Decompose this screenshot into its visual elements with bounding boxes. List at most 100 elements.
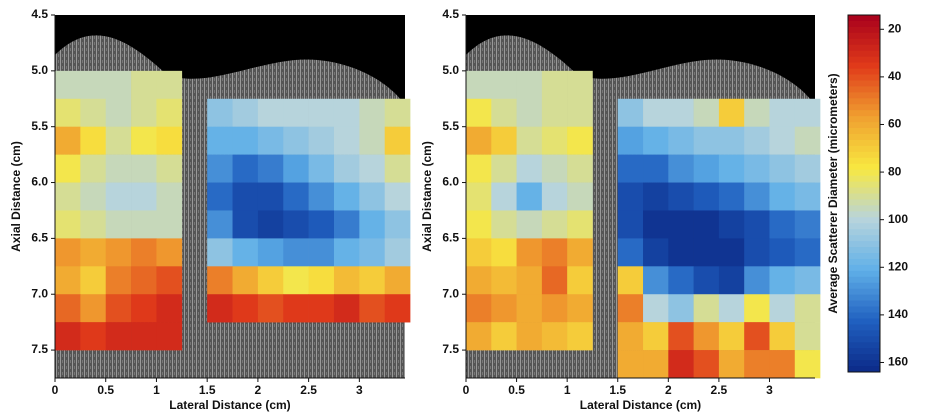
heat-cell <box>333 126 360 155</box>
heat-cell <box>257 126 284 155</box>
heat-cell <box>567 182 593 211</box>
heat-cell <box>105 294 132 323</box>
heat-cell <box>567 70 593 100</box>
x-tick-label: 0.5 <box>508 383 525 397</box>
colorbar-segment <box>848 62 880 70</box>
y-tick-label: 5.5 <box>31 119 48 133</box>
heat-cell <box>617 126 644 155</box>
heat-cell <box>541 294 568 323</box>
heat-cell <box>466 154 492 183</box>
heat-cell <box>105 182 132 211</box>
heat-cell <box>617 210 644 239</box>
heat-cell <box>207 210 233 239</box>
heat-cell <box>466 70 492 100</box>
heat-cell <box>516 210 543 239</box>
heat-cell <box>207 182 233 211</box>
heat-cell <box>232 98 259 127</box>
colorbar-segment <box>848 223 880 230</box>
heat-cell <box>718 266 745 295</box>
heat-cell <box>232 238 259 267</box>
heat-cell <box>80 266 107 295</box>
heat-cell <box>668 294 694 323</box>
x-tick-label: 1.5 <box>609 383 626 397</box>
colorbar-segment <box>848 205 880 212</box>
heat-cell <box>359 238 386 267</box>
heat-cell <box>541 238 568 267</box>
colorbar-segment <box>848 187 880 194</box>
y-axis-label: Axial Distance (cm) <box>420 141 434 252</box>
heat-cell <box>567 238 593 267</box>
heat-cell <box>466 266 492 295</box>
heat-cell <box>55 98 81 127</box>
heat-cell <box>359 126 386 155</box>
colorbar-segment <box>848 193 880 200</box>
heat-cell <box>207 294 233 323</box>
heat-cell <box>105 98 132 127</box>
x-tick-label: 2 <box>255 383 262 397</box>
colorbar-segment <box>848 86 880 93</box>
y-tick-label: 7.0 <box>31 286 48 300</box>
x-tick-label: 2.5 <box>300 383 317 397</box>
heat-cell <box>257 266 284 295</box>
heat-cell <box>769 182 796 211</box>
heat-cell <box>333 238 360 267</box>
colorbar-segment <box>848 294 880 302</box>
heat-cell <box>541 154 568 183</box>
heat-cell <box>466 182 492 211</box>
colorbar-segment <box>848 98 880 105</box>
colorbar-segment <box>848 139 880 147</box>
colorbar-segment <box>848 157 880 165</box>
heat-cell <box>744 126 770 155</box>
heat-cell <box>55 154 81 183</box>
colorbar-label: Average Scatterer Diameter (micrometers) <box>826 73 840 313</box>
heat-cell <box>693 126 720 155</box>
heat-cell <box>516 238 543 267</box>
colorbar-tick-label: 140 <box>888 307 908 321</box>
heat-cell <box>80 210 107 239</box>
x-axis-label: Lateral Distance (cm) <box>580 398 701 412</box>
heat-cell <box>718 322 745 351</box>
colorbar-segment <box>848 229 880 236</box>
heat-cell <box>567 322 593 351</box>
heat-cell <box>718 350 745 379</box>
colorbar-segment <box>848 342 880 349</box>
colorbar-segment <box>848 44 880 52</box>
heat-cell <box>668 154 694 183</box>
heat-cell <box>105 322 132 351</box>
heat-cell <box>769 98 796 127</box>
x-tick-label: 2 <box>665 383 672 397</box>
colorbar-tick-label: 120 <box>888 259 908 273</box>
heat-cell <box>643 322 669 351</box>
heat-cell <box>384 210 411 239</box>
heat-cell <box>359 182 386 211</box>
heat-cell <box>55 238 81 267</box>
heat-cell <box>643 98 669 127</box>
heat-cell <box>693 266 720 295</box>
x-tick-label: 1 <box>153 383 160 397</box>
heat-cell <box>693 322 720 351</box>
y-tick-label: 4.5 <box>442 7 459 21</box>
colorbar-frame <box>847 14 881 373</box>
colorbar-segment <box>848 348 880 355</box>
y-tick-label: 5.0 <box>31 63 48 77</box>
colorbar-segment <box>848 80 880 87</box>
heat-cell <box>668 182 694 211</box>
heat-cell <box>769 210 796 239</box>
heat-cell <box>491 126 517 155</box>
heat-cell <box>744 238 770 267</box>
heat-cell <box>516 70 543 100</box>
heat-cell <box>283 182 309 211</box>
heat-cell <box>80 126 107 155</box>
heat-cell <box>744 350 770 379</box>
heat-cell <box>643 294 669 323</box>
heat-cell <box>541 210 568 239</box>
heat-cell <box>359 294 386 323</box>
colorbar-segment <box>848 336 880 343</box>
heat-cell <box>693 182 720 211</box>
heat-cell <box>257 98 284 127</box>
heat-cell <box>156 322 183 351</box>
colorbar-segment <box>848 318 880 325</box>
heat-cell <box>131 154 157 183</box>
heat-cell <box>359 154 386 183</box>
heat-cell <box>643 210 669 239</box>
